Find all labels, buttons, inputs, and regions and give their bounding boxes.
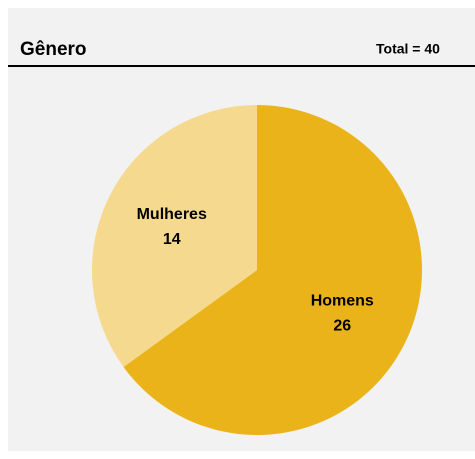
slice-label: Mulheres [137, 206, 207, 223]
value-label: 26 [333, 318, 351, 335]
chart-title: Gênero [20, 39, 87, 60]
annotation: Total = 40 [376, 41, 440, 57]
pie-slice [92, 105, 258, 367]
slice-label: Homens [311, 293, 374, 310]
pie-slice [123, 105, 422, 436]
value-label: 14 [163, 231, 181, 248]
